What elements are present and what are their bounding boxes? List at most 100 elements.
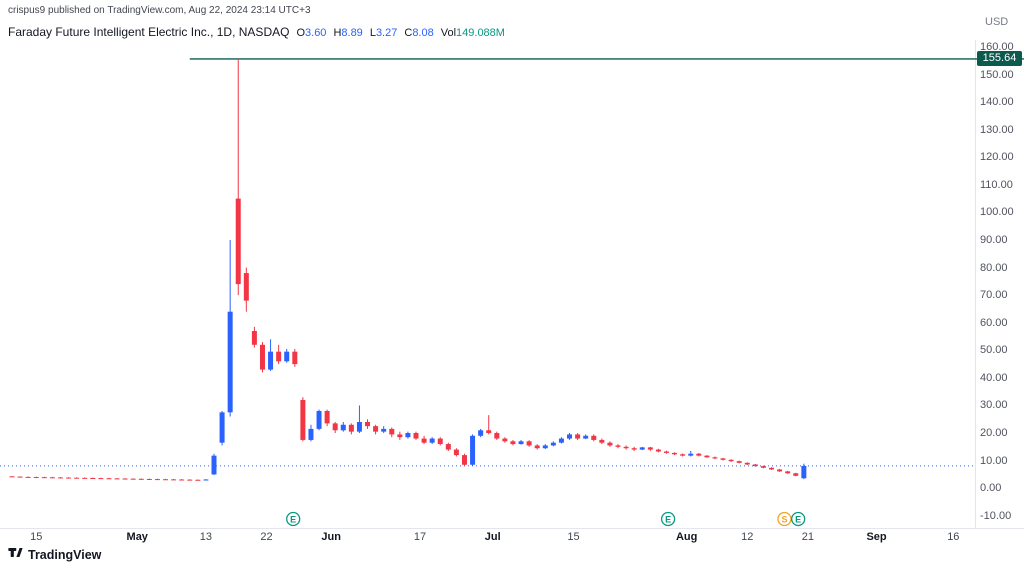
legend-field-l: L3.27 [369,27,398,39]
tradingview-watermark[interactable]: TradingView [8,545,101,565]
time-tick-day: 15 [30,531,43,543]
candle-body [122,478,128,480]
price-tick: 120.00 [980,151,1014,164]
candle-body [437,438,443,445]
candle-body [785,471,791,474]
candle-body [324,410,330,424]
candle-body [647,447,653,450]
legend-field-h: H8.89 [333,27,363,39]
earnings-badge-label: E [290,515,296,525]
candle-body [259,344,265,370]
time-tick-month: Sep [866,531,887,543]
legend-field-c: C8.08 [404,27,434,39]
candle-body [607,442,613,446]
candle-body [486,430,492,434]
price-tick: 90.00 [980,233,1008,246]
price-tick: 110.00 [980,178,1013,191]
price-tick: -10.00 [980,509,1012,522]
earnings-badge[interactable] [660,511,676,527]
price-tick: 20.00 [980,427,1008,440]
time-tick-month: Jun [321,531,341,543]
candle-body [268,351,274,370]
candle-body [171,479,177,481]
candle-body [470,435,476,465]
candle-body [381,428,387,432]
split-badge[interactable] [777,511,792,527]
candle-body [631,448,637,450]
candle-body [348,424,354,432]
candle-body [688,453,694,456]
candle-body [623,446,629,449]
candle-body [453,449,459,456]
candle-body [680,454,686,456]
candle-body [292,351,298,365]
price-tick: 130.00 [980,123,1014,136]
time-tick-day: 12 [741,531,754,543]
price-tick: 30.00 [980,399,1008,412]
candle-body [461,455,467,465]
time-tick-day: 16 [947,531,960,543]
candle-body [736,461,742,463]
candle-body [510,441,516,445]
candle-body [389,428,395,435]
candle-body [720,458,726,460]
candle-body [365,422,371,427]
candle-body [227,311,233,413]
candle-body [801,465,807,479]
candle-body [793,473,799,476]
tradingview-logo-icon [8,545,23,565]
candle-body [17,476,23,478]
candle-body [663,451,669,453]
price-tick: 0.00 [980,482,1002,495]
currency-label: USD [985,16,1009,28]
price-tick: 80.00 [980,261,1008,274]
candle-body [33,477,39,479]
candle-body [9,476,15,478]
candle-body [752,464,758,467]
candle-body [405,433,411,438]
candle-body [163,479,169,481]
candle-body [494,433,500,439]
candle-body [251,330,257,345]
candle-body [413,433,419,439]
candle-body [25,476,31,478]
candle-body [138,478,144,480]
candle-body [744,462,750,465]
candle-body [98,478,104,480]
candle-body [478,430,484,436]
price-tick: 160.00 [980,40,1014,53]
candle-body [558,438,564,443]
candle-body [316,410,322,429]
candle-body [130,478,136,480]
price-tick: 70.00 [980,289,1008,302]
candle-body [211,455,217,475]
symbol-title[interactable]: Faraday Future Intelligent Electric Inc.… [8,25,290,39]
candle-body [179,479,185,481]
candle-body [583,435,589,439]
candle-body [332,423,338,431]
candle-body [340,424,346,431]
candle-body [308,428,314,440]
candle-body [696,453,702,456]
earnings-badge[interactable] [286,511,301,527]
candle-body [591,435,597,440]
price-axis[interactable]: USD 160.00 150.00 140.00 130.00 120.00 110.00… [976,0,1024,568]
earnings-badge-label: E [665,515,671,525]
candle-body [146,478,152,480]
candle-body [672,452,678,455]
earnings-badge[interactable] [791,511,806,527]
candle-body [66,477,72,479]
candle-body [502,438,508,442]
watermark-text: TradingView [28,548,102,562]
candle-body [187,479,193,481]
price-tick: 100.00 [980,206,1014,219]
candle-body [243,273,249,301]
candle-body [542,445,548,449]
candle-body [203,479,209,481]
candle-body [397,434,403,438]
candle-body [429,438,435,443]
candle-body [728,459,734,462]
candle-body [154,479,160,481]
